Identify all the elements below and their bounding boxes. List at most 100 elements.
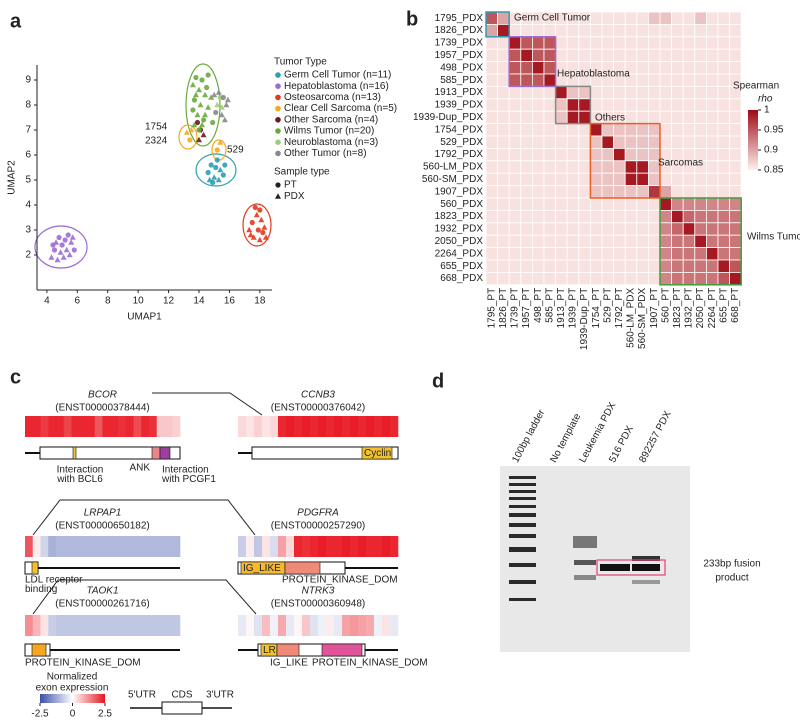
heatmap-cell <box>485 61 499 75</box>
heatmap-cell <box>543 147 557 162</box>
point <box>59 242 65 248</box>
transcript-id: (ENST00000650182) <box>55 521 150 532</box>
heatmap-cell <box>682 172 696 186</box>
heatmap-cell <box>555 172 568 186</box>
exon-expression <box>286 416 295 437</box>
heatmap-cell <box>694 259 707 273</box>
heatmap-cell <box>590 209 603 224</box>
exon-expression <box>350 416 359 437</box>
exon-expression <box>125 416 134 437</box>
heatmap-cell <box>543 234 557 248</box>
heatmap-cell <box>508 123 522 137</box>
heatmap-cell <box>485 110 499 124</box>
heatmap-cell <box>729 123 742 137</box>
heatmap-cell <box>532 209 545 224</box>
heatmap-cell <box>717 271 731 286</box>
point <box>62 237 68 243</box>
heatmap-cell <box>590 48 603 63</box>
heatmap-cell <box>648 23 661 38</box>
heatmap-cell <box>532 135 545 149</box>
heatmap-cell <box>497 23 510 38</box>
row-label: 655_PDX <box>440 261 483 272</box>
exon-expression <box>302 615 311 636</box>
column-label: 2264_PT <box>707 288 718 329</box>
exon-expression <box>350 615 359 636</box>
column-label: 1823_PT <box>672 288 683 329</box>
heatmap-cell <box>624 259 638 273</box>
heatmap-cell <box>648 197 661 211</box>
heatmap-cell <box>729 172 742 186</box>
exon-expression <box>246 615 255 636</box>
point <box>71 247 77 253</box>
group-box <box>508 36 557 88</box>
heatmap-cell <box>601 222 615 236</box>
heatmap-cell <box>590 234 603 248</box>
row-label: 1739_PDX <box>435 38 484 49</box>
row-label: 668_PDX <box>440 273 483 284</box>
point <box>213 164 219 171</box>
column-label: 655_PT <box>718 288 729 323</box>
colorbar-tick-label: 1 <box>764 105 770 116</box>
heatmap-cell <box>659 222 673 236</box>
heatmap-cell <box>648 11 661 25</box>
heatmap-cell <box>601 185 615 199</box>
exon-expression <box>56 416 65 437</box>
y-tick-label: 9 <box>25 75 31 86</box>
heatmap-cell <box>532 73 545 87</box>
heatmap-cell <box>694 11 707 25</box>
exon-expression <box>382 416 391 437</box>
column-label: 498_PT <box>533 288 544 323</box>
lane-label: 516 PDX <box>607 424 636 465</box>
domain-label: Interaction <box>162 465 209 476</box>
gel-background <box>500 466 690 652</box>
heatmap-cell <box>682 271 696 286</box>
legend-label: Osteosarcoma (n=13) <box>284 92 381 103</box>
cluster-outline <box>178 124 198 150</box>
heatmap-cell <box>590 160 603 174</box>
heatmap-cell <box>601 147 615 162</box>
heatmap-cell <box>624 147 638 162</box>
heatmap-cell <box>566 259 580 273</box>
band <box>509 534 536 538</box>
exon-expression <box>156 416 165 437</box>
heatmap-cell <box>659 98 673 112</box>
panel-label: b <box>406 8 418 30</box>
heatmap-cell <box>566 172 580 186</box>
point <box>69 234 76 240</box>
heatmap-cell <box>508 98 522 112</box>
legend-label: PDX <box>284 191 305 202</box>
exon-expression <box>118 536 127 557</box>
heatmap-cell <box>520 172 533 186</box>
heatmap-cell <box>706 110 719 124</box>
exon-expression <box>270 536 279 557</box>
lane-label: 892257 PDX <box>637 409 673 465</box>
heatmap-cell <box>636 110 649 124</box>
exon-expression <box>390 536 399 557</box>
heatmap-cell <box>613 172 626 186</box>
heatmap-cell <box>566 110 580 124</box>
legend-tick-label: 0 <box>70 709 76 720</box>
heatmap-cell <box>624 36 638 50</box>
heatmap-cell <box>648 172 661 186</box>
x-tick-label: 18 <box>254 296 266 307</box>
heatmap-cell <box>659 11 673 25</box>
point <box>205 169 211 176</box>
exon-expression <box>25 536 34 557</box>
exon-expression <box>366 416 375 437</box>
heatmap-cell <box>555 259 568 273</box>
band <box>509 580 536 584</box>
heatmap-cell <box>508 222 522 236</box>
heatmap-cell <box>532 160 545 174</box>
heatmap-cell <box>578 222 591 236</box>
heatmap-cell <box>532 271 545 286</box>
exon-expression <box>110 536 119 557</box>
legend-tick-label: 2.5 <box>98 709 112 720</box>
group-label: Others <box>595 113 625 124</box>
heatmap-cell <box>624 86 638 100</box>
heatmap-cell <box>543 48 557 63</box>
heatmap-cell <box>636 86 649 100</box>
heatmap-cell <box>648 73 661 87</box>
fusion-connectors <box>32 392 263 615</box>
gene-name: PDGFRA <box>297 508 339 519</box>
heatmap-cell <box>520 123 533 137</box>
